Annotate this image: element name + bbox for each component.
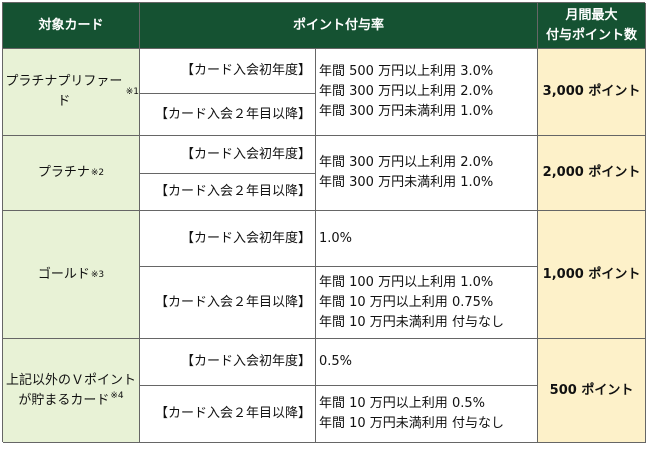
period-later-years: 【カード入会２年目以降】: [140, 267, 316, 339]
period-first-year: 【カード入会初年度】: [140, 136, 316, 174]
card-other-v-point: 上記以外のＶポイント が貯まるカード※4: [3, 339, 140, 443]
period-first-year: 【カード入会初年度】: [140, 49, 316, 94]
header-max-line2: 付与ポイント数: [545, 27, 637, 43]
rate-platinum: 年間 300 万円以上利用 2.0% 年間 300 万円未満利用 1.0%: [316, 136, 538, 211]
rate-line: 年間 10 万円未満利用 付与なし: [319, 416, 504, 431]
card-note: ※4: [110, 390, 124, 401]
card-name: が貯まるカード: [18, 392, 110, 408]
header-max-line1: 月間最大: [565, 7, 618, 23]
rate-line: 年間 300 万円以上利用 2.0%: [319, 84, 494, 99]
rate-line: 年間 300 万円未満利用 1.0%: [319, 104, 494, 119]
header-rate: ポイント付与率: [140, 3, 538, 49]
period-first-year: 【カード入会初年度】: [140, 339, 316, 386]
rate-line: 年間 100 万円以上利用 1.0%: [319, 274, 494, 290]
max-other-v-point: 500 ポイント: [538, 339, 646, 443]
card-name-line2: が貯まるカード※4: [18, 391, 123, 411]
rate-other-first-year: 0.5%: [316, 339, 538, 386]
max-platinum-preferred: 3,000 ポイント: [538, 49, 646, 136]
rate-line: 年間 10 万円以上利用 0.5%: [319, 396, 485, 411]
period-later-years: 【カード入会２年目以降】: [140, 386, 316, 443]
max-gold: 1,000 ポイント: [538, 211, 646, 339]
period-first-year: 【カード入会初年度】: [140, 211, 316, 267]
max-platinum: 2,000 ポイント: [538, 136, 646, 211]
rate-line: 年間 10 万円未満利用 付与なし: [319, 314, 504, 330]
rate-platinum-preferred: 年間 500 万円以上利用 3.0% 年間 300 万円以上利用 2.0% 年間…: [316, 49, 538, 136]
card-name: プラチナ: [37, 165, 90, 180]
rate-line: 年間 500 万円以上利用 3.0%: [319, 64, 494, 79]
rate-line: 年間 300 万円未満利用 1.0%: [319, 175, 494, 190]
card-platinum: プラチナ ※2: [3, 136, 140, 211]
card-name: ゴールド: [37, 266, 90, 282]
card-name-line1: 上記以外のＶポイント: [5, 372, 136, 388]
card-name: プラチナプリファード: [5, 74, 123, 109]
period-later-years: 【カード入会２年目以降】: [140, 174, 316, 211]
card-platinum-preferred: プラチナプリファード ※1: [3, 49, 140, 136]
period-later-years: 【カード入会２年目以降】: [140, 94, 316, 136]
rate-gold-first-year: 1.0%: [316, 211, 538, 267]
rate-line: 年間 10 万円以上利用 0.75%: [319, 294, 494, 310]
card-gold: ゴールド ※3: [3, 211, 140, 339]
rate-line: 年間 300 万円以上利用 2.0%: [319, 155, 494, 170]
rate-other-later-years: 年間 10 万円以上利用 0.5% 年間 10 万円未満利用 付与なし: [316, 386, 538, 443]
rate-gold-later-years: 年間 100 万円以上利用 1.0% 年間 10 万円以上利用 0.75% 年間…: [316, 267, 538, 339]
header-max: 月間最大 付与ポイント数: [538, 3, 646, 49]
header-card: 対象カード: [3, 3, 140, 49]
